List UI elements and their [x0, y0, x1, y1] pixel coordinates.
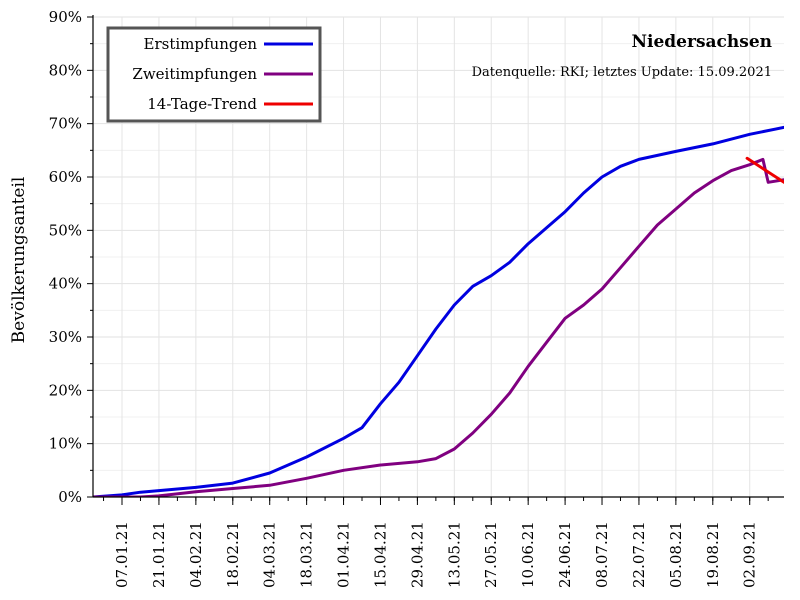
y-tick-label: 0% [58, 488, 82, 506]
series-erstimpfungen [93, 125, 784, 497]
chart-title: Niedersachsen [631, 32, 772, 52]
x-tick-label: 01.04.21 [335, 521, 353, 588]
x-tick-label: 18.02.21 [224, 521, 242, 588]
series-layer [93, 125, 784, 497]
legend-label-trend: 14-Tage-Trend [147, 95, 257, 113]
y-tick-label: 70% [49, 115, 82, 133]
y-axis-label: Bevölkerungsanteil [9, 177, 29, 344]
legend: Erstimpfungen Zweitimpfungen 14-Tage-Tre… [106, 26, 322, 123]
x-tick-label: 13.05.21 [445, 521, 463, 588]
y-tick-label: 40% [49, 275, 82, 293]
series-14-tage-trend [745, 156, 784, 184]
x-tick-label: 08.07.21 [593, 521, 611, 588]
x-tick-label: 21.01.21 [150, 521, 168, 588]
x-tick-label: 22.07.21 [630, 521, 648, 588]
y-tick-label: 80% [49, 61, 82, 79]
grid [93, 16, 784, 498]
x-tick-label: 27.05.21 [482, 521, 500, 588]
series-zweitimpfungen [93, 157, 784, 497]
y-tick-label: 10% [49, 435, 82, 453]
x-tick-label: 04.02.21 [187, 521, 205, 588]
x-tick-label: 02.09.21 [741, 521, 759, 588]
legend-label-erstimpfungen: Erstimpfungen [144, 35, 258, 53]
y-tick-label: 60% [49, 168, 82, 186]
x-tick-label: 07.01.21 [113, 521, 131, 588]
x-tick-label: 19.08.21 [704, 521, 722, 588]
y-tick-label: 30% [49, 328, 82, 346]
y-tick-label: 90% [49, 8, 82, 26]
y-tick-label: 50% [49, 221, 82, 239]
ticks: 0% 10% 20% 30% 40% 50% 60% 70% 80% 90% 07.01.21 21.… [49, 8, 769, 588]
x-tick-label: 29.04.21 [408, 521, 426, 588]
x-tick-label: 05.08.21 [667, 521, 685, 588]
x-tick-label: 18.03.21 [298, 521, 316, 588]
x-tick-label: 24.06.21 [556, 521, 574, 588]
x-tick-label: 04.03.21 [261, 521, 279, 588]
x-tick-label: 10.06.21 [519, 521, 537, 588]
x-tick-label: 15.04.21 [371, 521, 389, 588]
legend-label-zweitimpfungen: Zweitimpfungen [132, 65, 257, 83]
chart-subtitle: Datenquelle: RKI; letztes Update: 15.09.… [472, 65, 772, 80]
y-tick-label: 20% [49, 381, 82, 399]
